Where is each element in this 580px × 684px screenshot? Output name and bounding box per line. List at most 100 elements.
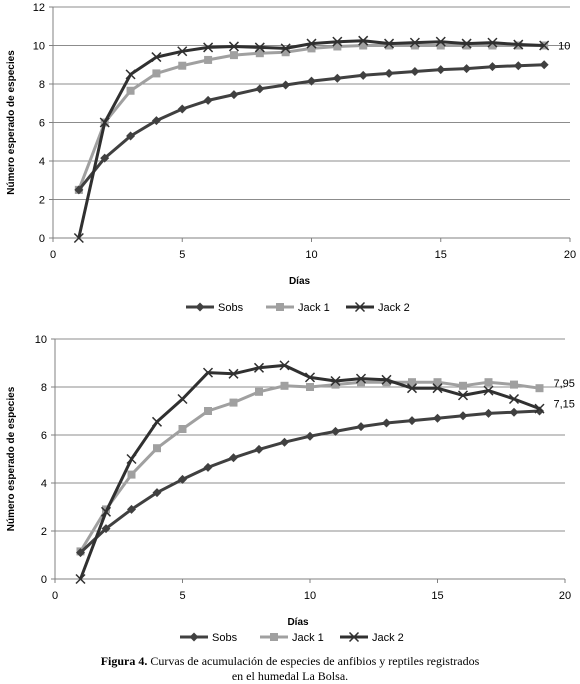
- data-point-jack-1: [229, 398, 238, 407]
- legend-marker: [354, 301, 366, 313]
- data-point-jack-1: [307, 44, 316, 53]
- data-point-jack-1: [255, 387, 263, 396]
- data-point-sobs: [254, 444, 264, 454]
- caption-line-1: Figura 4. Curvas de acumulación de espec…: [0, 654, 580, 669]
- chart-1: 0 2 4 6 8 10 12 0 5 10 15 20 Días Número esperado de …: [6, 2, 576, 314]
- data-point-jack-1: [281, 48, 290, 57]
- data-point-jack-1: [280, 381, 289, 390]
- data-point-sobs: [255, 84, 265, 94]
- data-point-jack-1: [126, 86, 135, 95]
- data-point-jack-2: [406, 383, 418, 394]
- data-point-jack-1: [410, 41, 419, 50]
- chart-2: 0 2 4 6 8 10 0 5 10 15 20 Días Número esperado de es…: [6, 334, 575, 644]
- data-point-jack-1: [385, 41, 394, 50]
- x-tick-label: 5: [179, 249, 185, 261]
- legend-marker: [189, 632, 199, 642]
- data-point-jack-1: [357, 378, 365, 387]
- data-point-jack-1: [510, 380, 518, 389]
- data-point-sobs: [229, 453, 238, 463]
- data-point-jack-2: [202, 367, 214, 378]
- data-point-sobs: [152, 488, 162, 498]
- legend-label: Jack 2: [378, 302, 410, 314]
- data-point-jack-2: [508, 393, 520, 405]
- data-point-sobs: [100, 153, 110, 163]
- data-point-sobs: [356, 422, 366, 432]
- data-point-jack-2: [254, 42, 265, 53]
- y-tick-label: 10: [33, 41, 45, 53]
- y-tick-label: 2: [41, 526, 47, 538]
- data-point-sobs: [332, 73, 342, 83]
- data-point-jack-1: [255, 49, 264, 58]
- data-point-jack-2: [151, 52, 162, 63]
- data-point-jack-2: [304, 372, 316, 383]
- caption-label: Figura 4.: [100, 654, 148, 668]
- y-tick-label: 8: [41, 382, 47, 394]
- data-point-sobs: [74, 185, 84, 195]
- x-tick-label: 0: [52, 590, 58, 602]
- data-point-sobs: [229, 90, 239, 100]
- legend-label: Jack 2: [372, 632, 404, 644]
- x-tick-label: 0: [50, 249, 56, 261]
- x-tick-label: 10: [304, 590, 316, 602]
- y-tick-label: 8: [39, 79, 45, 91]
- y-tick-label: 0: [39, 233, 45, 245]
- data-point-sobs: [305, 431, 315, 441]
- data-point-sobs: [151, 116, 161, 126]
- legend: Sobs Jack 1 Jack 2: [186, 301, 410, 314]
- data-point-jack-2: [177, 393, 188, 405]
- data-point-jack-2: [99, 117, 110, 128]
- data-point-jack-1: [178, 425, 187, 433]
- data-point-jack-1: [436, 41, 445, 50]
- data-point-jack-1: [488, 41, 497, 50]
- x-axis-label: Días: [287, 617, 309, 628]
- data-point-sobs: [382, 418, 391, 428]
- data-point-jack-2: [534, 403, 545, 414]
- data-point-sobs: [177, 104, 187, 114]
- series-line-jack-1: [79, 380, 540, 553]
- data-point-jack-2: [100, 506, 112, 517]
- data-point-sobs: [203, 95, 213, 105]
- data-point-jack-2: [487, 37, 498, 48]
- data-point-jack-1: [229, 51, 238, 60]
- legend-marker: [276, 303, 284, 311]
- data-point-jack-2: [253, 362, 265, 373]
- figure-caption: Figura 4. Curvas de acumulación de espec…: [0, 654, 580, 684]
- x-axis-label: Días: [289, 276, 311, 287]
- data-point-sobs: [101, 524, 111, 534]
- data-point-jack-2: [432, 383, 443, 394]
- y-tick-label: 10: [35, 334, 47, 346]
- data-point-jack-2: [355, 373, 367, 384]
- data-point-jack-2: [435, 36, 446, 47]
- y-tick-label: 6: [41, 430, 47, 442]
- data-point-sobs: [178, 474, 187, 484]
- data-point-jack-2: [280, 43, 291, 54]
- legend-label: Sobs: [218, 302, 244, 314]
- x-tick-label: 15: [435, 249, 447, 261]
- data-point-sobs: [407, 416, 417, 426]
- x-tick-label: 10: [305, 249, 317, 261]
- legend: Sobs Jack 1 Jack 2: [180, 631, 404, 644]
- y-axis-label: Número esperado de especies: [6, 50, 17, 195]
- data-point-sobs: [358, 70, 368, 80]
- caption-text-1: Curvas de acumulación de especies de anf…: [150, 654, 480, 668]
- legend-marker: [348, 631, 360, 643]
- data-point-jack-1: [153, 444, 161, 453]
- data-point-jack-1: [433, 378, 442, 387]
- legend-marker: [195, 302, 205, 312]
- data-point-sobs: [127, 504, 136, 514]
- data-point-jack-2: [203, 42, 214, 53]
- data-point-jack-2: [126, 453, 137, 465]
- data-point-jack-2: [409, 37, 420, 48]
- caption-line-2: en el humedal La Bolsa.: [231, 669, 349, 683]
- data-point-jack-2: [177, 46, 188, 57]
- data-point-sobs: [487, 62, 497, 72]
- data-point-jack-1: [359, 41, 368, 50]
- legend-label: Sobs: [212, 632, 238, 644]
- end-value-label: 10: [558, 41, 570, 53]
- data-point-jack-2: [151, 416, 163, 427]
- data-point-jack-1: [127, 470, 136, 479]
- data-point-jack-1: [204, 55, 213, 64]
- end-value-label: 7,95: [554, 378, 575, 390]
- data-point-jack-1: [459, 381, 467, 390]
